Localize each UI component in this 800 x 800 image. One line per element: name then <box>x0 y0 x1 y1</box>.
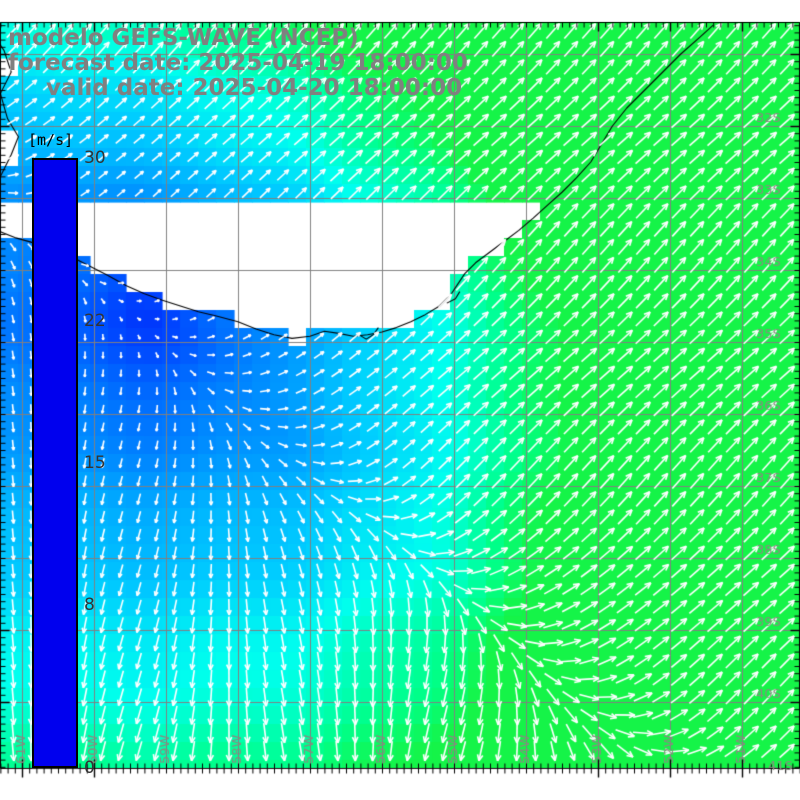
colorbar-unit-label: [m/s] <box>28 131 74 149</box>
colorbar-tick-22: 22 <box>84 310 106 331</box>
colorbar <box>32 158 78 768</box>
colorbar-tick-0: 0 <box>84 758 95 778</box>
colorbar-tick-15: 15 <box>84 453 106 473</box>
colorbar-gradient <box>34 160 76 766</box>
colorbar-tick-30: 30 <box>84 148 106 168</box>
colorbar-tick-8: 8 <box>84 595 95 616</box>
